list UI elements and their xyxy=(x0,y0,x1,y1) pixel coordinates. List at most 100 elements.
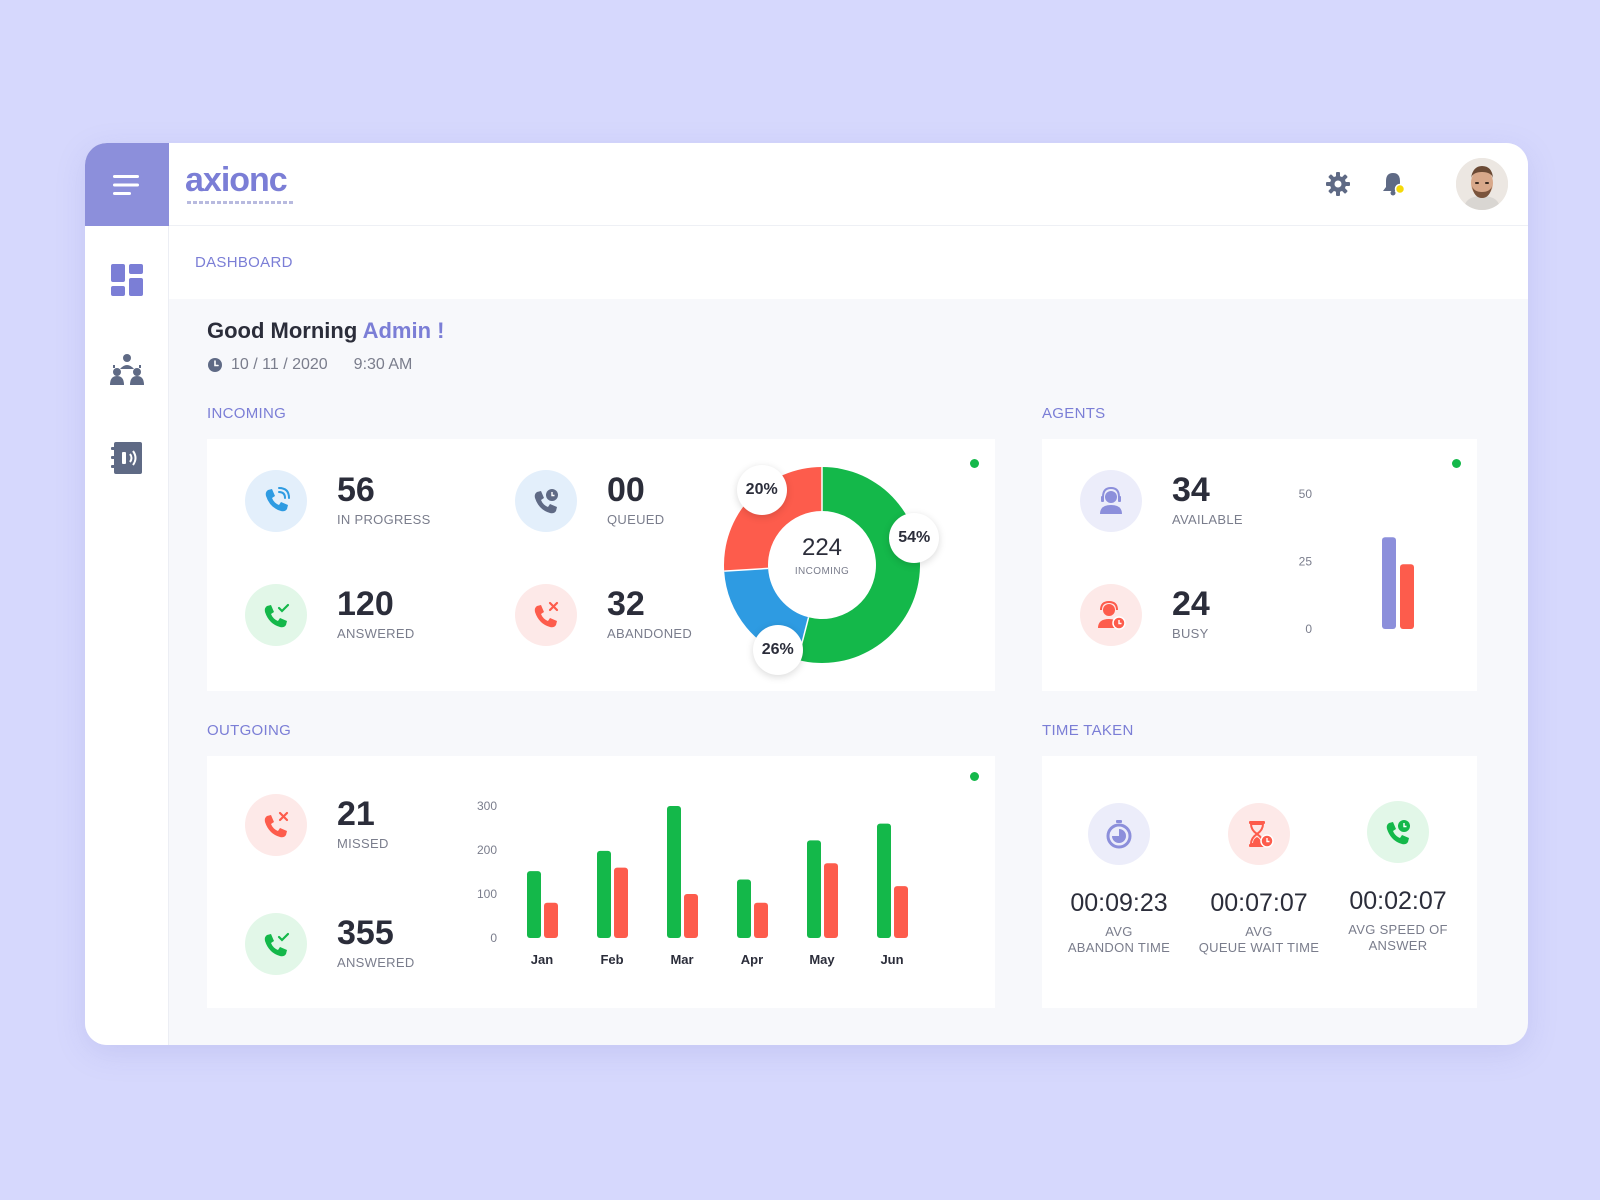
queued-label: QUEUED xyxy=(607,512,665,527)
bar-busy[interactable] xyxy=(1400,564,1414,629)
abandoned-label: ABANDONED xyxy=(607,626,693,641)
donut-slice-0[interactable] xyxy=(797,467,921,663)
greeting-datetime: 10 / 11 / 2020 9:30 AM xyxy=(207,356,412,374)
label-line-2: QUEUE WAIT TIME xyxy=(1198,940,1320,955)
greeting-prefix: Good Morning xyxy=(207,318,358,343)
incoming-section-title: INCOMING xyxy=(207,405,287,422)
settings-button[interactable] xyxy=(1323,169,1353,199)
bar-feb-1[interactable] xyxy=(614,867,628,938)
logo-text: axionc xyxy=(185,161,288,199)
phone-x-icon xyxy=(245,794,307,856)
bar-feb-0[interactable] xyxy=(597,850,611,938)
app-window: axionc xyxy=(85,143,1528,1045)
in-progress-label: IN PROGRESS xyxy=(337,512,431,527)
team-icon xyxy=(110,354,144,385)
sidebar-item-contacts[interactable] xyxy=(105,436,149,480)
y-tick-label: 100 xyxy=(477,887,497,901)
donut-percent-label: 54% xyxy=(889,513,940,564)
outgoing-answered-value: 355 xyxy=(337,914,394,952)
donut-separator xyxy=(724,567,769,572)
avg-abandon-time: 00:09:23 AVG ABANDON TIME xyxy=(1044,803,1194,956)
label-line-2: ABANDON TIME xyxy=(1067,940,1171,955)
bar-apr-0[interactable] xyxy=(737,879,751,938)
avatar[interactable] xyxy=(1456,158,1508,210)
abandoned-value: 32 xyxy=(607,585,645,623)
answered-value: 120 xyxy=(337,585,394,623)
phone-clock-icon xyxy=(1367,801,1429,863)
available-label: AVAILABLE xyxy=(1172,512,1243,527)
stat-in-progress: 56 IN PROGRESS xyxy=(245,470,431,532)
x-tick-label: Mar xyxy=(670,952,693,967)
phone-x-icon xyxy=(515,584,577,646)
phonebook-icon xyxy=(111,442,142,474)
y-tick-label: 200 xyxy=(477,843,497,857)
phone-clock-icon xyxy=(515,470,577,532)
donut-slice-2[interactable] xyxy=(724,467,822,572)
agents-bar-chart: 0 25 50 xyxy=(1299,487,1414,636)
y-tick-label: 50 xyxy=(1299,487,1313,501)
hourglass-icon xyxy=(1228,803,1290,865)
stat-available: 34 AVAILABLE xyxy=(1080,470,1243,532)
phone-check-icon xyxy=(245,584,307,646)
bar-available[interactable] xyxy=(1382,537,1396,629)
outgoing-card: 21 MISSED 355 ANSWERED 0 100 200 300 Jan Feb M… xyxy=(207,756,995,1008)
bar-mar-1[interactable] xyxy=(684,894,698,938)
clock-icon xyxy=(208,358,222,372)
y-tick-label: 25 xyxy=(1299,555,1313,569)
time-taken-section-title: TIME TAKEN xyxy=(1042,722,1134,739)
available-value: 34 xyxy=(1172,471,1210,509)
logo-tagline xyxy=(187,201,295,204)
bar-jan-0[interactable] xyxy=(527,871,541,938)
x-tick-label: May xyxy=(809,952,835,967)
busy-value: 24 xyxy=(1172,585,1210,623)
label-line-1: AVG SPEED OF xyxy=(1348,922,1448,937)
agents-section-title: AGENTS xyxy=(1042,405,1106,422)
current-time: 9:30 AM xyxy=(353,356,413,373)
agents-card: 34 AVAILABLE 24 BUSY 0 25 50 xyxy=(1042,439,1477,691)
donut-total: 224 xyxy=(801,534,843,561)
bar-jun-0[interactable] xyxy=(877,823,891,938)
donut-percent-label: 26% xyxy=(752,625,803,676)
outgoing-answered-label: ANSWERED xyxy=(337,955,415,970)
hamburger-icon xyxy=(113,174,139,195)
in-progress-value: 56 xyxy=(337,471,375,509)
live-status-dot xyxy=(970,459,979,468)
stat-missed: 21 MISSED xyxy=(245,794,389,856)
bar-may-0[interactable] xyxy=(807,840,821,938)
x-tick-label: Feb xyxy=(600,952,623,967)
bar-jun-1[interactable] xyxy=(894,886,908,938)
avg-abandon-time-value: 00:09:23 xyxy=(1070,889,1168,917)
sidebar-item-agents[interactable] xyxy=(105,347,149,391)
avg-speed-of-answer-value: 00:02:07 xyxy=(1349,887,1447,915)
phone-check-icon xyxy=(245,913,307,975)
sidebar-item-dashboard[interactable] xyxy=(105,258,149,302)
stopwatch-icon xyxy=(1088,803,1150,865)
stat-outgoing-answered: 355 ANSWERED xyxy=(245,913,415,975)
bar-may-1[interactable] xyxy=(824,863,838,938)
incoming-card: 56 IN PROGRESS 00 QUEUED xyxy=(207,439,995,691)
user-photo-icon xyxy=(1456,158,1508,210)
live-status-dot xyxy=(1452,459,1461,468)
bar-apr-1[interactable] xyxy=(754,902,768,938)
bell-icon xyxy=(1383,173,1406,196)
avg-queue-wait-time: 00:07:07 AVG QUEUE WAIT TIME xyxy=(1184,803,1334,956)
greeting-title: Good Morning Admin ! xyxy=(207,318,444,344)
bar-jan-1[interactable] xyxy=(544,902,558,938)
agent-busy-icon xyxy=(1080,584,1142,646)
x-tick-label: Apr xyxy=(741,952,763,967)
label-line-1: AVG xyxy=(1245,924,1273,939)
outgoing-section-title: OUTGOING xyxy=(207,722,292,739)
bar-mar-0[interactable] xyxy=(667,806,681,938)
notifications-button[interactable] xyxy=(1378,169,1408,199)
top-bar: axionc xyxy=(169,143,1528,226)
x-tick-label: Jan xyxy=(531,952,553,967)
avg-queue-wait-time-label: AVG QUEUE WAIT TIME xyxy=(1184,924,1334,956)
menu-button[interactable] xyxy=(85,143,169,226)
current-date: 10 / 11 / 2020 xyxy=(231,356,328,373)
agent-headset-icon xyxy=(1080,470,1142,532)
logo[interactable]: axionc xyxy=(185,161,295,204)
breadcrumb[interactable]: DASHBOARD xyxy=(195,254,293,271)
sidebar xyxy=(85,143,169,1045)
missed-label: MISSED xyxy=(337,836,389,851)
y-tick-label: 300 xyxy=(477,799,497,813)
